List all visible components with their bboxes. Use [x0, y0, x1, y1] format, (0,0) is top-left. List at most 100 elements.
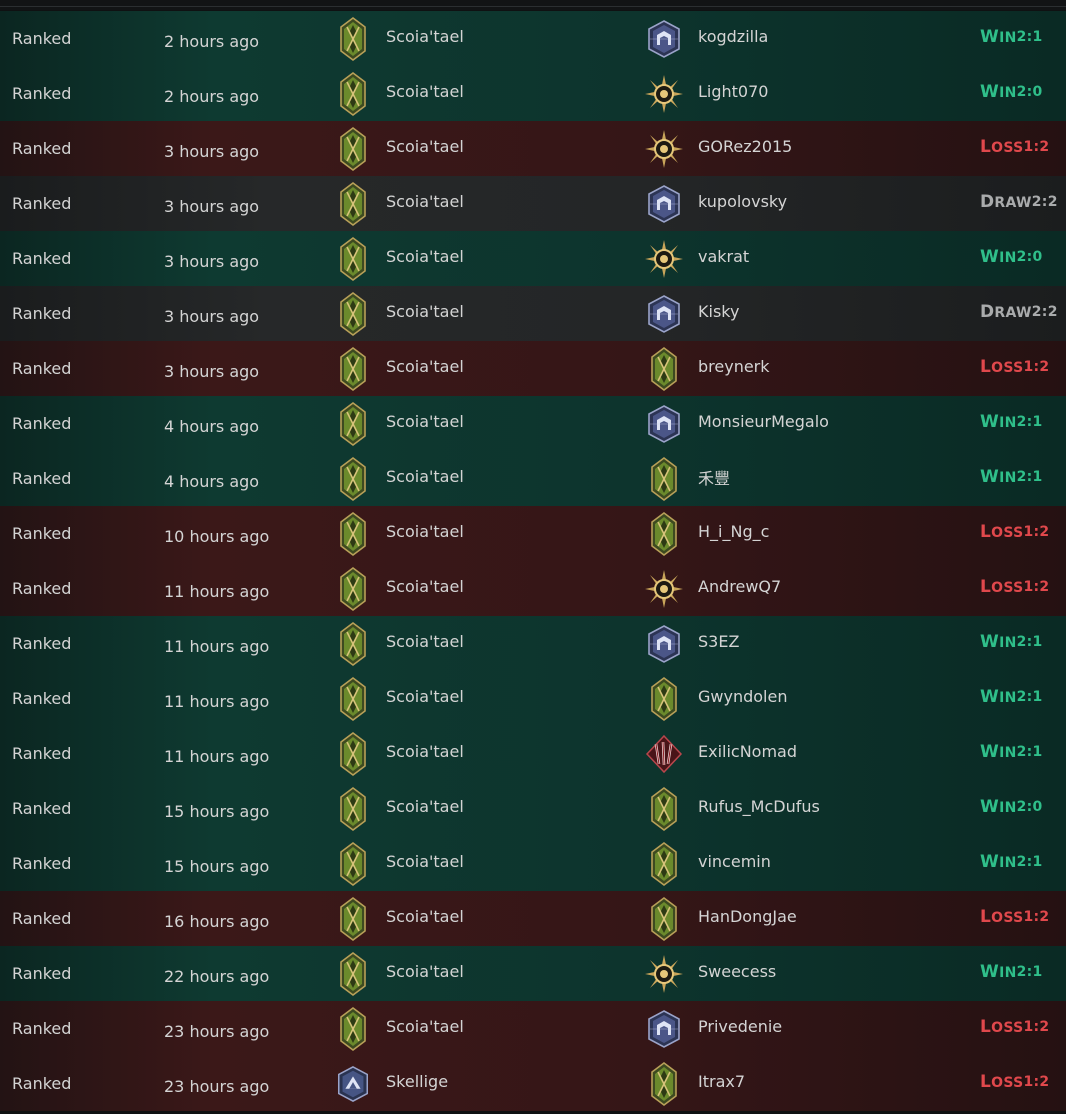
result-word: WIN	[980, 851, 1017, 872]
table-row[interactable]: Ranked 15 hours ago Scoia'tael Rufus_McDu…	[0, 781, 1066, 836]
opponent-name-link[interactable]: kupolovsky	[698, 192, 788, 211]
opponent-name-link[interactable]: breynerk	[698, 357, 770, 376]
result-score: 2:1	[1016, 413, 1043, 430]
opponent-name-link[interactable]: Gwyndolen	[698, 687, 788, 706]
table-row[interactable]: Ranked 11 hours ago Scoia'tael S3EZ WIN 2:…	[0, 616, 1066, 671]
match-result-label: WIN 2:0	[980, 779, 1066, 834]
table-row[interactable]: Ranked 2 hours ago Scoia'tael kogdzilla WI…	[0, 11, 1066, 66]
player-faction-label: Scoia'tael	[386, 687, 464, 706]
table-row[interactable]: Ranked 10 hours ago Scoia'tael H_i_Ng_c LO…	[0, 506, 1066, 561]
match-result-label: LOSS 1:2	[980, 119, 1066, 174]
table-row[interactable]: Ranked 11 hours ago Scoia'tael AndrewQ7 LO…	[0, 561, 1066, 616]
northern-realms-icon	[644, 1001, 684, 1056]
game-mode-label: Ranked	[12, 29, 72, 48]
match-time-label: 11 hours ago	[164, 747, 270, 766]
result-word: WIN	[980, 411, 1017, 432]
result-word: DRAW	[980, 191, 1032, 212]
table-row[interactable]: Ranked 3 hours ago Scoia'tael breynerk LOS…	[0, 341, 1066, 396]
match-result-label: WIN 2:1	[980, 834, 1066, 889]
opponent-name-link[interactable]: Sweecess	[698, 962, 777, 981]
match-time-label: 3 hours ago	[164, 362, 260, 381]
result-word: LOSS	[980, 906, 1024, 927]
northern-realms-icon	[644, 176, 684, 231]
nilfgaard-icon	[644, 66, 684, 121]
match-time-label: 11 hours ago	[164, 637, 270, 656]
result-word: WIN	[980, 26, 1017, 47]
result-score: 2:1	[1016, 688, 1043, 705]
opponent-name-link[interactable]: vincemin	[698, 852, 771, 871]
game-mode-label: Ranked	[12, 1074, 72, 1093]
result-score: 1:2	[1023, 523, 1050, 540]
table-row[interactable]: Ranked 4 hours ago Scoia'tael 禾豐 WIN 2:1	[0, 451, 1066, 506]
result-score: 1:2	[1023, 358, 1050, 375]
player-faction-label: Scoia'tael	[386, 907, 464, 926]
table-row[interactable]: Ranked 11 hours ago Scoia'tael Gwyndolen W…	[0, 671, 1066, 726]
scoiatael-icon	[334, 231, 372, 286]
scoiatael-icon	[334, 616, 372, 671]
match-time-label: 15 hours ago	[164, 857, 270, 876]
table-row[interactable]: Ranked 15 hours ago Scoia'tael vincemin WI…	[0, 836, 1066, 891]
player-faction-label: Scoia'tael	[386, 632, 464, 651]
opponent-name-link[interactable]: Light070	[698, 82, 769, 101]
opponent-name-link[interactable]: ExilicNomad	[698, 742, 798, 761]
match-result-label: WIN 2:0	[980, 229, 1066, 284]
result-score: 2:1	[1016, 743, 1043, 760]
opponent-name-link[interactable]: Privedenie	[698, 1017, 783, 1036]
table-row[interactable]: Ranked 16 hours ago Scoia'tael HanDongJae…	[0, 891, 1066, 946]
table-row[interactable]: Ranked 2 hours ago Scoia'tael Light070 WIN…	[0, 66, 1066, 121]
result-word: WIN	[980, 741, 1017, 762]
result-score: 2:1	[1016, 963, 1043, 980]
result-score: 2:2	[1031, 193, 1058, 210]
result-score: 2:1	[1016, 633, 1043, 650]
result-word: LOSS	[980, 576, 1024, 597]
result-word: LOSS	[980, 356, 1024, 377]
scoiatael-icon	[334, 66, 372, 121]
table-row[interactable]: Ranked 11 hours ago Scoia'tael ExilicNoma…	[0, 726, 1066, 781]
opponent-name-link[interactable]: Itrax7	[698, 1072, 746, 1091]
opponent-name-link[interactable]: Rufus_McDufus	[698, 797, 820, 816]
table-row[interactable]: Ranked 3 hours ago Scoia'tael kupolovsky D…	[0, 176, 1066, 231]
result-word: WIN	[980, 796, 1017, 817]
opponent-name-link[interactable]: AndrewQ7	[698, 577, 782, 596]
player-faction-label: Scoia'tael	[386, 1017, 464, 1036]
table-row[interactable]: Ranked 3 hours ago Scoia'tael GORez2015 LO…	[0, 121, 1066, 176]
table-row[interactable]: Ranked 4 hours ago Scoia'tael MonsieurMeg…	[0, 396, 1066, 451]
player-faction-label: Scoia'tael	[386, 577, 464, 596]
table-row[interactable]: Ranked 3 hours ago Scoia'tael vakrat WIN 2…	[0, 231, 1066, 286]
player-faction-label: Skellige	[386, 1072, 449, 1091]
table-row[interactable]: Ranked 23 hours ago Scoia'tael Privedenie…	[0, 1001, 1066, 1056]
result-score: 2:1	[1016, 468, 1043, 485]
scoiatael-icon	[334, 506, 372, 561]
opponent-name-link[interactable]: 禾豐	[698, 468, 731, 488]
table-top-border	[0, 0, 1066, 10]
game-mode-label: Ranked	[12, 579, 72, 598]
opponent-name-link[interactable]: MonsieurMegalo	[698, 412, 829, 431]
opponent-name-link[interactable]: vakrat	[698, 247, 750, 266]
opponent-name-link[interactable]: kogdzilla	[698, 27, 769, 46]
table-row[interactable]: Ranked 22 hours ago Scoia'tael Sweecess WI…	[0, 946, 1066, 1001]
game-mode-label: Ranked	[12, 469, 72, 488]
table-row[interactable]: Ranked 23 hours ago Skellige Itrax7 LOSS 1…	[0, 1056, 1066, 1111]
opponent-name-link[interactable]: S3EZ	[698, 632, 740, 651]
match-result-label: DRAW 2:2	[980, 174, 1066, 229]
scoiatael-icon	[644, 506, 684, 561]
scoiatael-icon	[334, 451, 372, 506]
opponent-name-link[interactable]: HanDongJae	[698, 907, 797, 926]
result-word: LOSS	[980, 521, 1024, 542]
table-row[interactable]: Ranked 3 hours ago Scoia'tael Kisky DRAW 2…	[0, 286, 1066, 341]
opponent-name-link[interactable]: GORez2015	[698, 137, 793, 156]
match-result-label: LOSS 1:2	[980, 559, 1066, 614]
opponent-name-link[interactable]: H_i_Ng_c	[698, 522, 770, 541]
result-score: 2:0	[1016, 248, 1043, 265]
match-time-label: 3 hours ago	[164, 142, 260, 161]
opponent-name-link[interactable]: Kisky	[698, 302, 740, 321]
scoiatael-icon	[644, 781, 684, 836]
match-time-label: 4 hours ago	[164, 417, 260, 436]
match-result-label: LOSS 1:2	[980, 889, 1066, 944]
result-word: LOSS	[980, 1016, 1024, 1037]
player-faction-label: Scoia'tael	[386, 852, 464, 871]
game-mode-label: Ranked	[12, 84, 72, 103]
scoiatael-icon	[334, 671, 372, 726]
match-time-label: 2 hours ago	[164, 87, 260, 106]
